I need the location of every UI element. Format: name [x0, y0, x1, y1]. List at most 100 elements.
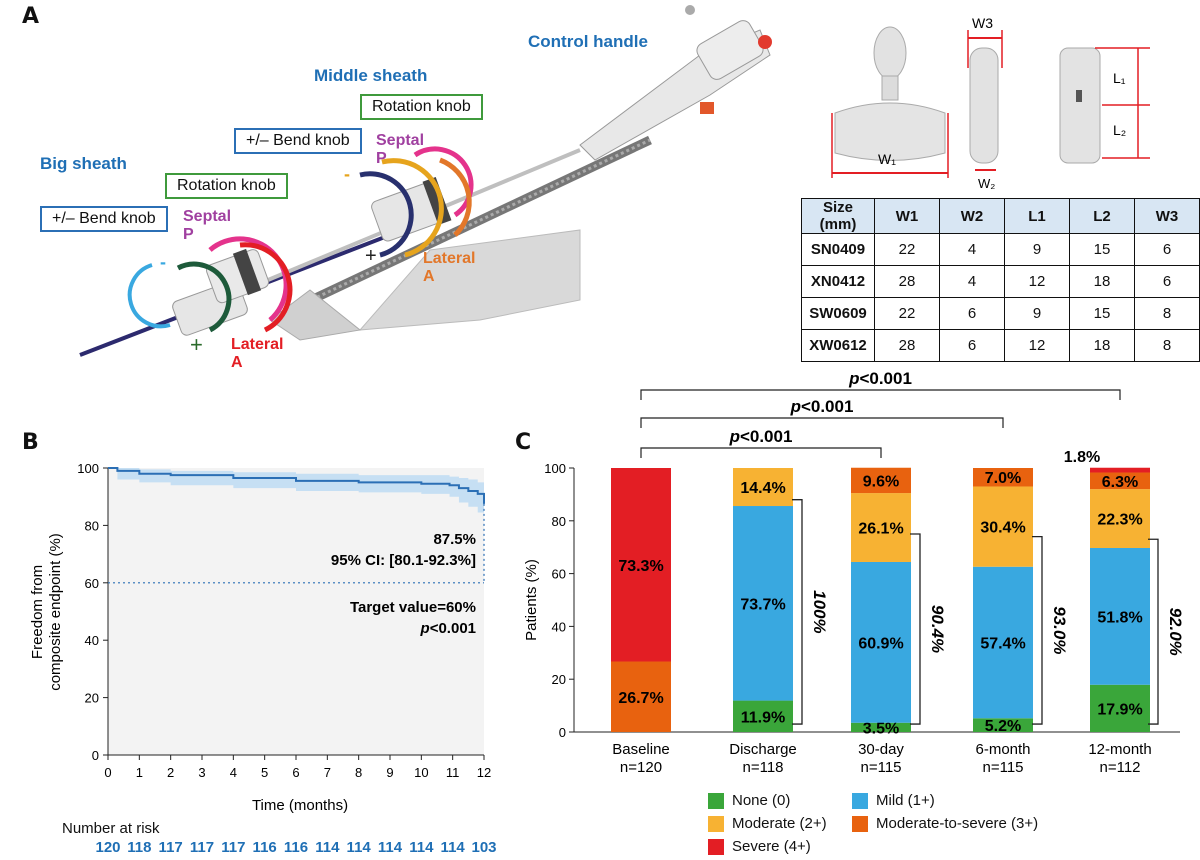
bar-y-label: Patients (%)	[523, 559, 540, 641]
table-cell: XN0412	[801, 265, 875, 298]
table-cell: 4	[939, 233, 1005, 266]
bar-segment	[1090, 547, 1150, 685]
plus-sign-big: +	[190, 332, 203, 357]
bar-segment	[1090, 684, 1150, 732]
table-header: L2	[1069, 198, 1135, 234]
bar-value-label: 26.7%	[618, 690, 663, 707]
clip-side-view: W3 W₂	[967, 15, 1003, 191]
l2-label: L₂	[1113, 122, 1126, 138]
km-x-tick-label: 10	[414, 765, 428, 780]
bar-n-label: n=118	[742, 759, 783, 776]
risk-count: 103	[471, 839, 497, 856]
stand-base	[358, 229, 581, 331]
bar-value-label: 73.3%	[618, 558, 663, 575]
bar-segment	[973, 486, 1033, 567]
km-y-tick-label: 40	[85, 633, 99, 648]
km-plot-area	[108, 468, 484, 755]
bar-segment	[1090, 467, 1150, 473]
plus-sign-middle: +	[365, 245, 377, 267]
risk-count: 114	[440, 839, 465, 856]
orange-arrow	[439, 157, 472, 237]
bar-value-label: 26.1%	[858, 521, 903, 538]
middle-rotation-knob-label: Rotation knob	[360, 94, 483, 120]
clip-size-table: Size (mm) W1 W2 L1 L2 W3 SN0409 22 4 9 1…	[801, 198, 1200, 362]
delivery-system-illustration: - + - +	[79, 5, 772, 357]
control-handle-body	[579, 5, 772, 161]
panel-b-letter: B	[22, 430, 39, 455]
bar-segment	[733, 506, 793, 701]
table-row: XW0612 28 6 12 18 8	[801, 329, 1200, 362]
table-header: Size (mm)	[801, 198, 875, 234]
bar-segment	[733, 468, 793, 507]
legend-item: Moderate-to-severe (3+)	[852, 815, 1038, 832]
bar-category-label: Baseline	[612, 741, 670, 758]
big-septal-label: Septal P	[183, 208, 232, 243]
table-cell: 9	[1004, 233, 1070, 266]
bar-value-label: 11.9%	[741, 709, 785, 726]
km-target-text: Target value=60%	[350, 599, 476, 616]
km-y-tick-label: 100	[77, 461, 99, 476]
bar-segment	[611, 661, 671, 732]
km-x-tick-label: 0	[104, 765, 111, 780]
bar-n-label: n=120	[620, 759, 662, 776]
regurgitation-bar-chart: p<0.001 p<0.001 p<0.001 0 20 40 60 80 100 26.7%…	[523, 369, 1185, 776]
table-cell: 18	[1069, 329, 1135, 362]
table-cell: 28	[874, 265, 940, 298]
navy-arrow	[359, 171, 414, 258]
table-cell: 8	[1134, 329, 1200, 362]
table-row: XN0412 28 4 12 18 6	[801, 265, 1200, 298]
bar-value-label: 3.5%	[863, 720, 899, 737]
km-y-label-2: composite endpoint (%)	[47, 533, 64, 691]
table-cell: 15	[1069, 297, 1135, 330]
middle-bend-knob-label: +/– Bend knob	[234, 128, 362, 154]
km-estimate: 87.5%	[433, 531, 476, 548]
risk-count: 117	[158, 839, 183, 856]
bar-category-label: Discharge	[729, 741, 797, 758]
legend-label: None (0)	[732, 792, 791, 809]
significance-bracket	[640, 447, 882, 458]
stand-foot	[269, 289, 362, 341]
bar-value-label: 7.0%	[985, 470, 1021, 487]
bar-value-label: 30.4%	[980, 520, 1025, 537]
success-bracket-label: 93.0%	[1050, 606, 1069, 654]
bar-segment	[973, 718, 1033, 732]
km-y-tick-label: 0	[92, 748, 99, 763]
km-x-tick-label: 7	[324, 765, 331, 780]
risk-count: 114	[315, 839, 340, 856]
km-x-tick-label: 8	[355, 765, 362, 780]
legend-label: Mild (1+)	[876, 792, 935, 809]
bar-value-label: 51.8%	[1097, 609, 1142, 626]
table-cell: 6	[1134, 233, 1200, 266]
table-cell: 8	[1134, 297, 1200, 330]
bar-segment	[973, 566, 1033, 719]
table-header: W3	[1134, 198, 1200, 234]
risk-count: 118	[127, 839, 152, 856]
table-cell: SN0409	[801, 233, 875, 266]
table-cell: 6	[1134, 265, 1200, 298]
top-label-12m: 1.8%	[1064, 449, 1100, 466]
km-y-tick-label: 60	[85, 576, 99, 591]
significance-bracket	[640, 389, 1121, 400]
bar-segment	[611, 468, 671, 662]
w3-label: W3	[972, 15, 993, 31]
legend-swatch	[708, 838, 724, 855]
big-bend-knob-label: +/– Bend knob	[40, 206, 168, 232]
table-cell: 22	[874, 233, 940, 266]
km-y-tick-label: 80	[85, 518, 99, 533]
table-cell: 28	[874, 329, 940, 362]
blue-arrow	[127, 263, 171, 329]
bar-y-tick-label: 100	[544, 461, 566, 476]
table-cell: 18	[1069, 265, 1135, 298]
legend-item: Moderate (2+)	[708, 815, 827, 832]
table-cell: 12	[1004, 265, 1070, 298]
table-header: W2	[939, 198, 1005, 234]
km-x-tick-label: 11	[446, 765, 460, 780]
bar-value-label: 73.7%	[740, 596, 785, 613]
bar-value-label: 17.9%	[1097, 701, 1142, 718]
table-cell: 6	[939, 329, 1005, 362]
table-header: L1	[1004, 198, 1070, 234]
table-cell: 15	[1069, 233, 1135, 266]
legend-item: None (0)	[708, 792, 790, 809]
minus-sign-middle: -	[344, 164, 350, 184]
table-header-row: Size (mm) W1 W2 L1 L2 W3	[801, 198, 1200, 234]
